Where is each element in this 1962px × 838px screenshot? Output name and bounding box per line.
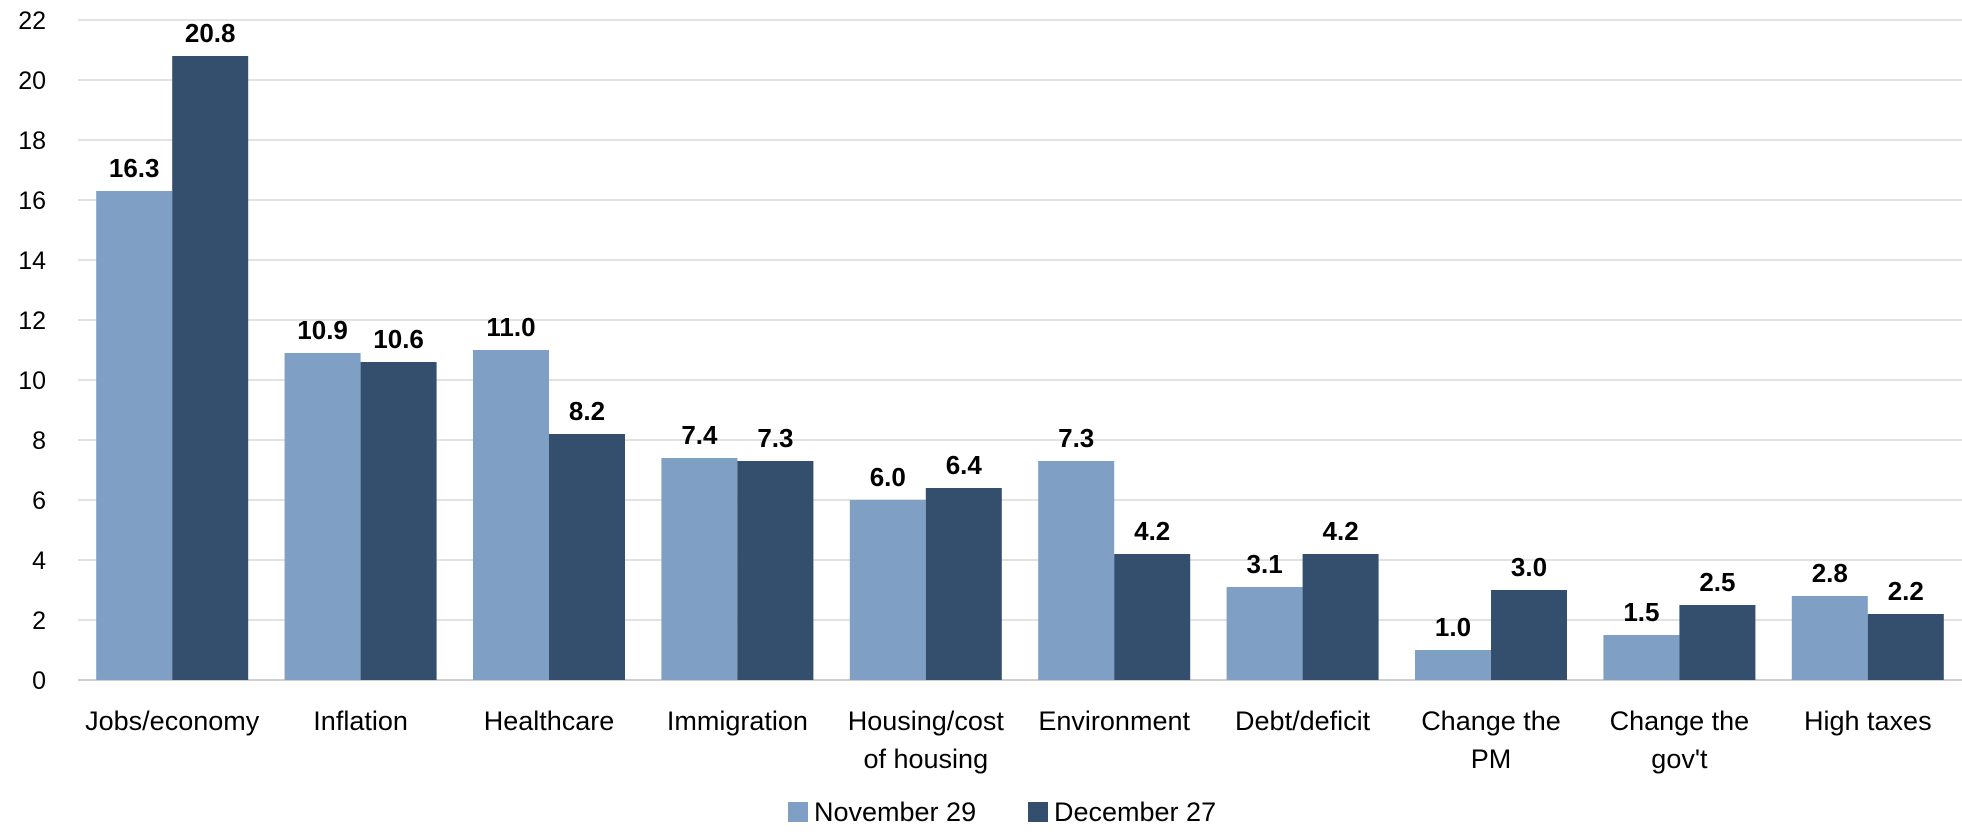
data-label: 1.5: [1623, 597, 1659, 627]
bar: [1226, 587, 1303, 680]
data-label: 1.0: [1435, 612, 1471, 642]
data-label: 2.8: [1812, 558, 1848, 588]
y-tick-label: 4: [32, 547, 46, 575]
bars: [96, 56, 1944, 680]
legend-label: November 29: [814, 797, 976, 827]
legend-label: December 27: [1054, 797, 1216, 827]
bar: [1491, 590, 1567, 680]
bar: [925, 488, 1002, 680]
data-label: 6.4: [946, 450, 983, 480]
bar: [1302, 554, 1379, 680]
data-label: 4.2: [1134, 516, 1170, 546]
data-label: 10.6: [373, 324, 424, 354]
x-category-label: gov't: [1651, 744, 1708, 774]
y-tick-label: 14: [18, 247, 46, 275]
data-label: 20.8: [185, 18, 236, 48]
bar: [737, 461, 814, 680]
bar: [473, 350, 549, 680]
data-label: 3.0: [1511, 552, 1547, 582]
x-category-label: Change the: [1610, 706, 1750, 736]
data-label: 7.3: [1058, 423, 1094, 453]
data-label: 6.0: [870, 462, 906, 492]
bar: [661, 458, 738, 680]
data-label: 16.3: [109, 153, 160, 183]
bar: [1791, 596, 1868, 680]
x-category-label: of housing: [863, 744, 988, 774]
y-axis-ticks: 0 2 4 6 8 10 12 14 16 18 20 22: [18, 7, 46, 695]
bar: [360, 362, 437, 680]
legend-swatch: [1028, 802, 1048, 822]
y-tick-label: 16: [18, 187, 46, 215]
data-label: 7.3: [757, 423, 793, 453]
x-category-label: Inflation: [313, 706, 408, 736]
data-label: 3.1: [1247, 549, 1283, 579]
bar: [284, 353, 361, 680]
bar: [172, 56, 249, 680]
y-tick-label: 6: [32, 487, 46, 515]
data-label: 4.2: [1323, 516, 1359, 546]
y-tick-label: 0: [32, 667, 46, 695]
x-category-label: Housing/cost: [848, 706, 1005, 736]
data-label: 2.5: [1699, 567, 1735, 597]
bar: [549, 434, 625, 680]
data-labels: 16.3 20.8 10.9 10.6 11.0 8.2 7.4 7.3 6.0 6.4 7.3 4.…: [109, 18, 1924, 642]
x-category-label: Environment: [1038, 706, 1190, 736]
bar: [1679, 605, 1756, 680]
y-tick-label: 20: [18, 67, 46, 95]
data-label: 10.9: [297, 315, 348, 345]
bar: [1603, 635, 1680, 680]
x-axis-categories: Jobs/economy Inflation Healthcare Immigrati…: [85, 706, 1931, 774]
bar: [849, 500, 926, 680]
bar: [1114, 554, 1191, 680]
y-tick-label: 18: [18, 127, 46, 155]
x-category-label: PM: [1471, 744, 1512, 774]
bar: [1867, 614, 1944, 680]
bar: [1415, 650, 1491, 680]
legend-swatch: [788, 802, 808, 822]
legend: November 29 December 27: [788, 797, 1216, 827]
y-tick-label: 8: [32, 427, 46, 455]
x-category-label: Change the: [1421, 706, 1561, 736]
x-category-label: Healthcare: [484, 706, 615, 736]
y-tick-label: 2: [32, 607, 46, 635]
data-label: 8.2: [569, 396, 605, 426]
bar: [1038, 461, 1115, 680]
data-label: 7.4: [681, 420, 718, 450]
y-tick-label: 10: [18, 367, 46, 395]
y-tick-label: 12: [18, 307, 46, 335]
x-category-label: High taxes: [1804, 706, 1932, 736]
data-label: 2.2: [1888, 576, 1924, 606]
x-category-label: Debt/deficit: [1235, 706, 1371, 736]
x-category-label: Immigration: [667, 706, 808, 736]
data-label: 11.0: [486, 312, 535, 342]
y-tick-label: 22: [18, 7, 46, 35]
x-category-label: Jobs/economy: [85, 706, 260, 736]
bar: [96, 191, 173, 680]
